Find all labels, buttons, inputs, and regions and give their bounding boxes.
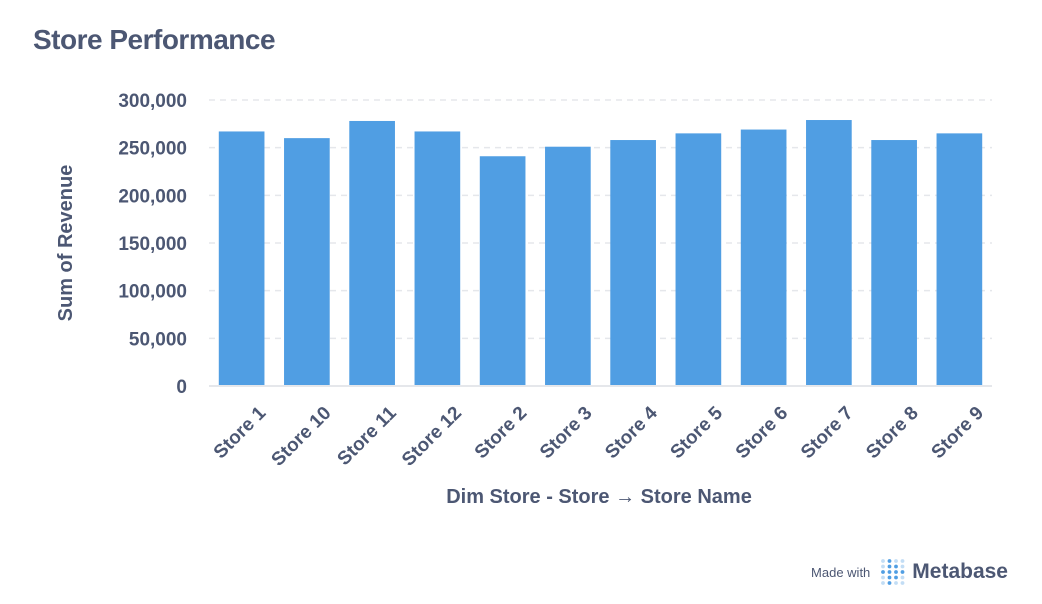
x-tick-label: Store 11 <box>334 402 401 469</box>
gridlines <box>209 99 992 340</box>
logo-dot <box>894 570 899 574</box>
logo-dot <box>900 559 905 563</box>
logo-dot <box>887 570 892 574</box>
logo-dot <box>881 581 886 585</box>
x-tick-label: Store 12 <box>398 403 466 471</box>
bars <box>218 120 983 387</box>
chart-title: Store Performance <box>33 24 276 55</box>
x-tick-label: Store 4 <box>601 402 662 463</box>
logo-dot <box>894 581 899 585</box>
bar-chart: 0 50,000 100,000 150,000 200,000 250,000 300,0… <box>55 91 992 508</box>
logo-dot <box>887 559 892 563</box>
x-tick-label: Store 1 <box>210 402 271 463</box>
brand-name: Metabase <box>912 560 1008 583</box>
bar-store-12[interactable] <box>414 131 461 386</box>
x-tick-label: Store 5 <box>667 402 728 463</box>
y-tick-label: 250,000 <box>118 139 187 160</box>
logo-dot <box>900 570 905 574</box>
logo-dot <box>900 564 905 569</box>
made-with-text: Made with <box>811 564 871 580</box>
bar-store-10[interactable] <box>284 138 330 386</box>
y-tick-label: 300,000 <box>118 91 187 112</box>
x-axis-label: Dim Store - Store → Store Name <box>446 486 752 508</box>
x-tick-label: Store 9 <box>928 403 988 463</box>
footer-branding[interactable]: Made with Metabase <box>811 558 1008 586</box>
y-tick-label: 100,000 <box>118 282 187 303</box>
logo-dot <box>881 564 886 569</box>
bar-store-7[interactable] <box>806 120 852 387</box>
bar-store-2[interactable] <box>479 156 526 386</box>
logo-dot <box>887 564 892 569</box>
x-tick-label: Store 6 <box>732 403 792 463</box>
bar-store-1[interactable] <box>218 131 265 386</box>
bar-store-4[interactable] <box>610 140 656 386</box>
bar-store-8[interactable] <box>871 140 917 386</box>
metabase-logo-icon <box>881 559 905 585</box>
logo-dot <box>900 575 905 580</box>
y-axis-ticks: 0 50,000 100,000 150,000 200,000 250,000 300,0… <box>118 91 187 398</box>
logo-dot <box>887 575 892 580</box>
x-tick-label: Store 10 <box>268 403 336 471</box>
x-tick-label: Store 2 <box>471 403 531 463</box>
logo-dot <box>900 581 905 585</box>
x-tick-label: Store 3 <box>536 403 596 463</box>
x-tick-label: Store 8 <box>862 403 922 463</box>
bar-store-5[interactable] <box>675 133 722 386</box>
logo-dot <box>881 575 886 580</box>
logo-dot <box>894 575 899 580</box>
y-tick-label: 0 <box>176 377 187 398</box>
y-tick-label: 150,000 <box>118 234 187 255</box>
logo-dot <box>881 559 886 563</box>
y-tick-label: 200,000 <box>118 186 187 207</box>
bar-store-11[interactable] <box>349 120 395 387</box>
y-tick-label: 50,000 <box>129 329 187 350</box>
bar-store-9[interactable] <box>936 133 983 386</box>
logo-dot <box>894 564 899 569</box>
logo-dot <box>881 570 886 574</box>
logo-dot <box>887 581 892 585</box>
bar-store-3[interactable] <box>545 146 591 386</box>
logo-dot <box>894 559 899 563</box>
bar-store-6[interactable] <box>740 129 787 386</box>
x-tick-label: Store 7 <box>797 403 857 463</box>
y-axis-label: Sum of Revenue <box>55 165 77 322</box>
